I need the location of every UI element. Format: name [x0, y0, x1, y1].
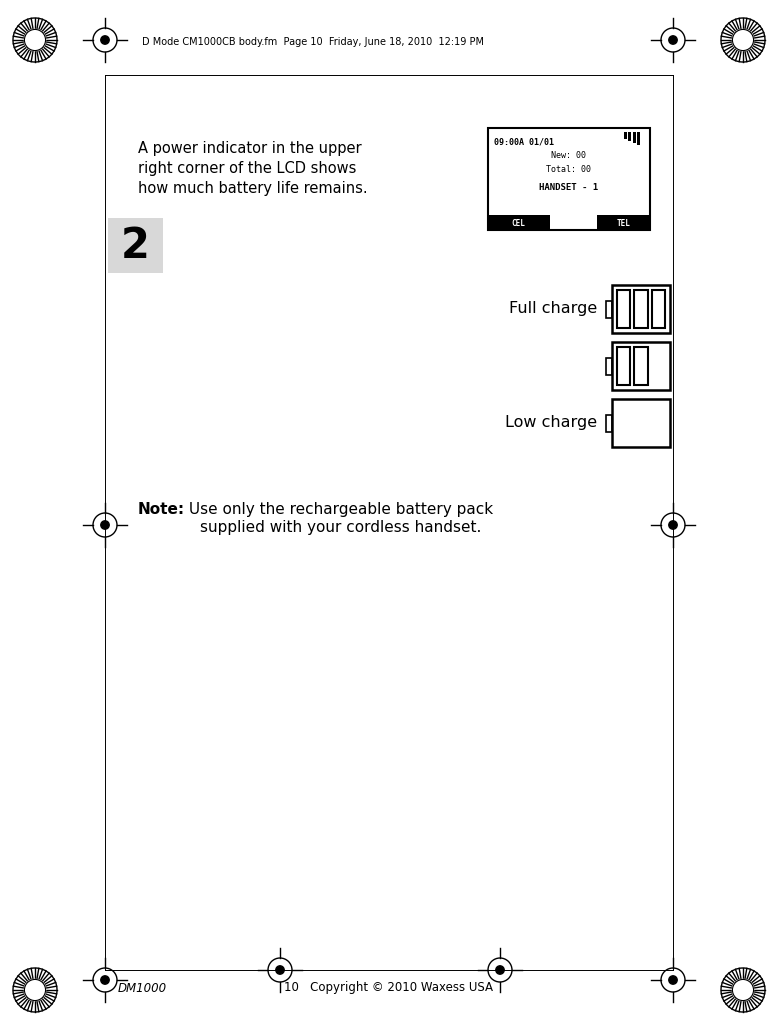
Circle shape	[732, 29, 754, 51]
Circle shape	[24, 29, 46, 51]
Text: 10   Copyright © 2010 Waxess USA: 10 Copyright © 2010 Waxess USA	[285, 982, 493, 995]
Text: right corner of the LCD shows: right corner of the LCD shows	[138, 160, 356, 175]
Text: CEL: CEL	[512, 218, 526, 227]
Bar	[606, 301, 612, 317]
Bar	[617, 347, 630, 385]
Text: how much battery life remains.: how much battery life remains.	[138, 180, 368, 196]
Text: Use only the rechargeable battery pack: Use only the rechargeable battery pack	[184, 502, 493, 517]
Text: HANDSET - 1: HANDSET - 1	[539, 184, 598, 193]
Bar	[637, 132, 640, 145]
Circle shape	[101, 35, 109, 45]
Text: Total: 00: Total: 00	[546, 165, 591, 174]
Circle shape	[669, 975, 677, 985]
Text: Note:: Note:	[138, 502, 185, 517]
Bar	[612, 342, 670, 390]
Bar	[634, 347, 647, 385]
Text: D Mode CM1000CB body.fm  Page 10  Friday, June 18, 2010  12:19 PM: D Mode CM1000CB body.fm Page 10 Friday, …	[142, 37, 484, 47]
Bar	[108, 218, 163, 273]
Bar	[488, 128, 650, 230]
Text: supplied with your cordless handset.: supplied with your cordless handset.	[200, 520, 482, 535]
Bar	[629, 132, 632, 141]
Bar	[612, 285, 670, 333]
Bar	[624, 132, 627, 139]
Text: TEL: TEL	[616, 218, 630, 227]
Circle shape	[275, 965, 284, 974]
Circle shape	[669, 521, 677, 529]
Circle shape	[24, 980, 46, 1001]
Circle shape	[101, 975, 109, 985]
Text: 09:00A 01/01: 09:00A 01/01	[494, 138, 554, 146]
Circle shape	[669, 35, 677, 45]
Bar	[617, 290, 630, 328]
Text: Full charge: Full charge	[509, 301, 597, 316]
Bar	[488, 215, 549, 230]
Circle shape	[496, 965, 504, 974]
Bar	[612, 399, 670, 447]
Text: Low charge: Low charge	[505, 416, 597, 431]
Bar	[606, 415, 612, 432]
Text: DM1000: DM1000	[118, 982, 167, 995]
Bar	[633, 132, 636, 143]
Text: 2: 2	[121, 224, 150, 267]
Circle shape	[101, 521, 109, 529]
Circle shape	[732, 980, 754, 1001]
Text: New: 00: New: 00	[552, 151, 587, 160]
Bar	[606, 358, 612, 374]
Text: A power indicator in the upper: A power indicator in the upper	[138, 141, 362, 155]
Bar	[652, 290, 665, 328]
Bar	[634, 290, 647, 328]
Bar	[597, 215, 650, 230]
